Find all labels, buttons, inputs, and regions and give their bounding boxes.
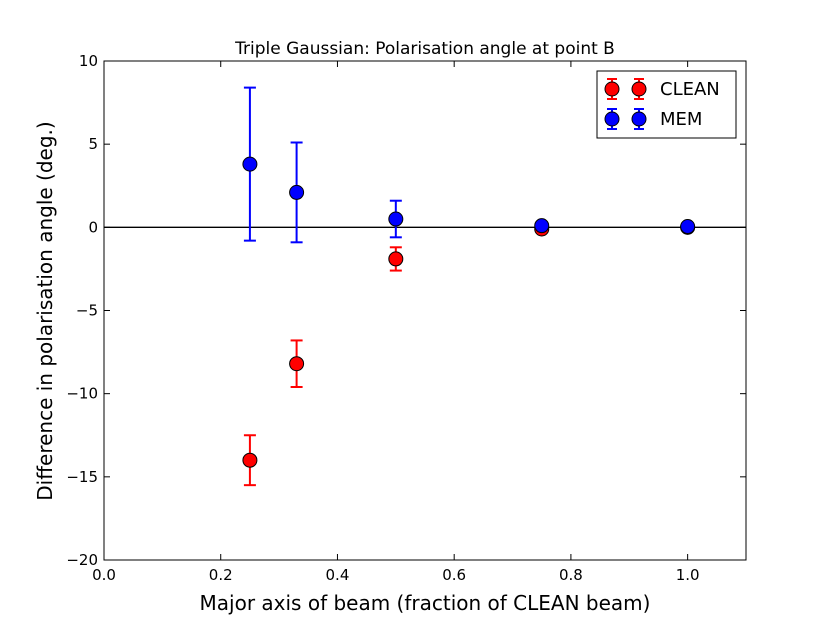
- data-point: [680, 219, 696, 235]
- data-point: [388, 251, 404, 267]
- x-tick-label: 0.0: [92, 566, 116, 584]
- legend-label: MEM: [660, 109, 702, 130]
- y-tick-label: 10: [79, 52, 98, 70]
- chart-title: Triple Gaussian: Polarisation angle at p…: [234, 39, 615, 59]
- y-tick-label: −10: [66, 385, 98, 403]
- plot-area: [103, 60, 747, 561]
- legend-marker: [631, 81, 647, 97]
- y-tick-label: 5: [88, 135, 98, 153]
- x-tick-label: 0.2: [209, 566, 233, 584]
- y-tick-label: 0: [88, 218, 98, 236]
- legend-marker: [604, 111, 620, 127]
- legend: CLEAN MEM: [596, 70, 737, 139]
- series-group: [242, 86, 696, 487]
- data-point: [289, 356, 305, 372]
- y-tick-label: −15: [66, 468, 98, 486]
- axis-ticks: 0.0 0.2 0.4 0.6 0.8 1.0 10 5 0 −5 −10 −15 −20: [66, 52, 746, 584]
- legend-label: CLEAN: [660, 79, 720, 100]
- x-tick-label: 0.8: [559, 566, 583, 584]
- x-tick-label: 0.6: [442, 566, 466, 584]
- x-axis-title: Major axis of beam (fraction of CLEAN be…: [200, 591, 651, 615]
- legend-entry-mem: MEM: [604, 108, 702, 130]
- x-tick-label: 0.4: [326, 566, 350, 584]
- x-tick-label: 1.0: [676, 566, 700, 584]
- series-mem: [242, 86, 696, 244]
- legend-box: [596, 70, 737, 139]
- legend-marker: [631, 111, 647, 127]
- data-point: [534, 218, 550, 234]
- y-tick-label: −20: [66, 551, 98, 569]
- data-point: [388, 211, 404, 227]
- y-tick-label: −5: [76, 302, 98, 320]
- legend-entry-clean: CLEAN: [604, 78, 720, 100]
- data-point: [242, 156, 258, 172]
- y-axis-title: Difference in polarisation angle (deg.): [33, 121, 57, 500]
- data-point: [242, 452, 258, 468]
- data-point: [289, 184, 305, 200]
- legend-marker: [604, 81, 620, 97]
